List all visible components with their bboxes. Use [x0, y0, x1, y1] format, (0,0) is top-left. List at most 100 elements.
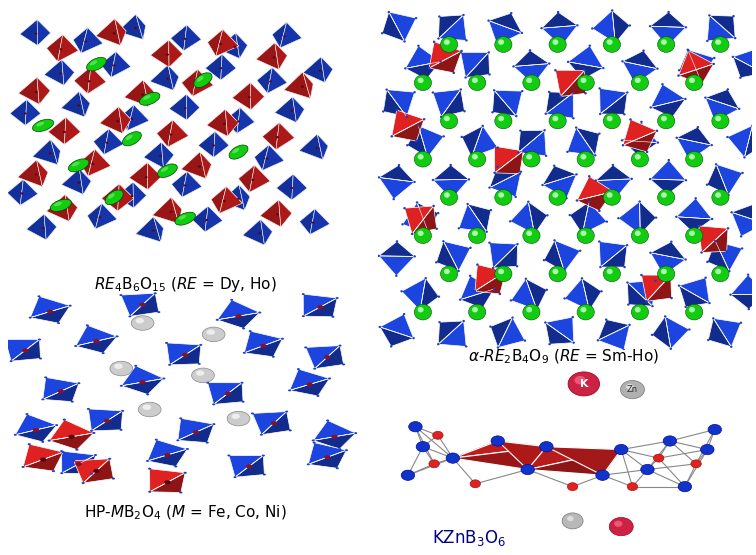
Circle shape [414, 228, 432, 244]
Polygon shape [239, 185, 250, 210]
Polygon shape [679, 278, 709, 303]
Text: Zn: Zn [627, 385, 638, 394]
Circle shape [640, 120, 643, 123]
Circle shape [732, 56, 734, 58]
Polygon shape [261, 219, 272, 245]
Circle shape [646, 300, 648, 302]
Circle shape [708, 302, 711, 304]
Circle shape [488, 51, 490, 54]
Circle shape [699, 79, 702, 82]
Polygon shape [650, 179, 686, 194]
Polygon shape [62, 451, 95, 473]
Circle shape [472, 230, 478, 236]
Circle shape [751, 124, 754, 127]
Polygon shape [600, 245, 627, 267]
Polygon shape [491, 317, 513, 347]
Circle shape [536, 309, 538, 311]
Polygon shape [305, 346, 340, 369]
Polygon shape [275, 43, 287, 69]
Polygon shape [81, 28, 103, 53]
Polygon shape [277, 188, 307, 200]
Polygon shape [118, 14, 143, 39]
Polygon shape [153, 197, 179, 224]
Polygon shape [49, 420, 94, 441]
Polygon shape [206, 68, 236, 80]
Polygon shape [565, 278, 590, 310]
Ellipse shape [161, 167, 169, 172]
Polygon shape [272, 22, 287, 48]
Polygon shape [153, 209, 181, 224]
Polygon shape [26, 227, 57, 240]
Circle shape [20, 192, 23, 194]
Ellipse shape [232, 148, 239, 153]
Circle shape [76, 448, 79, 451]
Circle shape [567, 516, 574, 521]
Polygon shape [100, 107, 131, 123]
Circle shape [311, 440, 314, 441]
Circle shape [669, 274, 672, 276]
Circle shape [227, 411, 250, 426]
Circle shape [144, 176, 147, 178]
Circle shape [464, 77, 467, 79]
Circle shape [153, 292, 156, 294]
Polygon shape [101, 199, 134, 211]
Ellipse shape [33, 119, 54, 132]
Circle shape [526, 78, 532, 83]
Circle shape [678, 69, 680, 72]
Polygon shape [17, 172, 48, 186]
Circle shape [494, 266, 512, 282]
Circle shape [439, 60, 442, 63]
Polygon shape [37, 19, 51, 46]
Polygon shape [73, 28, 103, 43]
Polygon shape [498, 317, 525, 347]
Circle shape [516, 243, 519, 245]
Circle shape [457, 270, 460, 272]
Circle shape [728, 270, 730, 273]
Polygon shape [262, 123, 279, 150]
Polygon shape [733, 48, 756, 73]
Circle shape [575, 199, 578, 201]
Circle shape [533, 233, 536, 235]
Polygon shape [677, 217, 712, 233]
Polygon shape [651, 84, 686, 108]
Circle shape [460, 50, 463, 52]
Circle shape [675, 215, 677, 218]
Circle shape [379, 326, 381, 328]
Circle shape [395, 275, 398, 277]
Circle shape [635, 154, 640, 159]
Polygon shape [181, 164, 212, 179]
Text: K: K [580, 379, 588, 389]
Circle shape [184, 107, 187, 109]
Ellipse shape [229, 145, 248, 159]
Polygon shape [494, 146, 523, 173]
Circle shape [163, 377, 166, 380]
Polygon shape [716, 164, 742, 195]
Circle shape [331, 316, 334, 318]
Polygon shape [169, 94, 187, 120]
Polygon shape [225, 109, 239, 137]
Polygon shape [61, 181, 91, 194]
Polygon shape [280, 22, 302, 48]
Circle shape [98, 216, 101, 219]
Polygon shape [88, 203, 102, 229]
Circle shape [435, 228, 438, 230]
Polygon shape [76, 325, 117, 346]
Polygon shape [303, 72, 313, 98]
Polygon shape [600, 241, 627, 267]
Polygon shape [61, 92, 90, 108]
Circle shape [401, 470, 415, 481]
Circle shape [212, 144, 215, 147]
Circle shape [689, 78, 695, 83]
Circle shape [114, 364, 122, 369]
Polygon shape [511, 279, 537, 310]
Circle shape [437, 343, 439, 345]
Circle shape [129, 315, 132, 317]
Circle shape [302, 293, 305, 295]
Polygon shape [207, 109, 228, 137]
Polygon shape [622, 140, 658, 156]
Circle shape [594, 179, 597, 181]
Polygon shape [622, 61, 658, 84]
Polygon shape [407, 125, 428, 157]
Ellipse shape [108, 193, 115, 199]
Polygon shape [732, 213, 756, 236]
